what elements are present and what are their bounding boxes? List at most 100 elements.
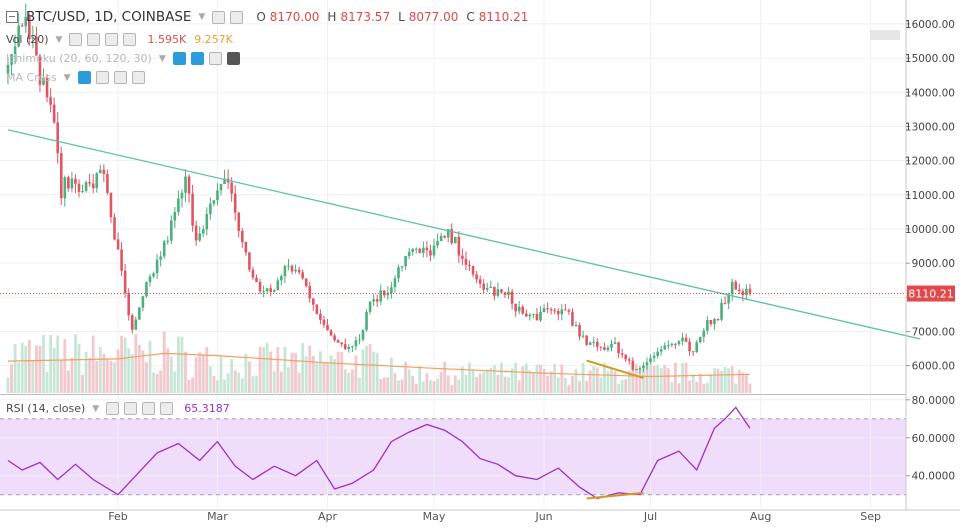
volume-bar bbox=[546, 375, 549, 393]
candle-body bbox=[471, 266, 475, 275]
settings-icon[interactable] bbox=[95, 71, 109, 84]
volume-bar bbox=[588, 370, 592, 393]
volume-bar bbox=[578, 381, 581, 393]
candle-body bbox=[67, 177, 70, 189]
source-icon[interactable] bbox=[105, 33, 119, 46]
candle-body bbox=[390, 287, 393, 293]
volume-bar bbox=[269, 351, 273, 393]
volume-bar bbox=[272, 371, 276, 393]
volume-bar bbox=[109, 360, 113, 393]
visibility-toggle-icon[interactable] bbox=[212, 10, 226, 24]
candle-body bbox=[457, 236, 461, 256]
volume-bar bbox=[59, 360, 63, 393]
candle-body bbox=[436, 240, 439, 246]
visibility-toggle-icon[interactable] bbox=[69, 33, 83, 46]
settings-icon[interactable] bbox=[230, 10, 244, 24]
source-icon[interactable] bbox=[208, 52, 222, 65]
volume-bar bbox=[226, 373, 230, 393]
volume-bar bbox=[631, 366, 635, 393]
rsi-legend: RSI (14, close) ▼ 65.3187 bbox=[6, 402, 230, 415]
candle-body bbox=[262, 291, 265, 293]
source-icon[interactable] bbox=[113, 71, 127, 84]
close-icon[interactable] bbox=[123, 33, 137, 46]
settings-icon[interactable] bbox=[190, 52, 204, 65]
close-icon[interactable] bbox=[226, 52, 240, 65]
volume-bar bbox=[748, 383, 752, 393]
volume-bar bbox=[66, 370, 70, 393]
candle-body bbox=[691, 351, 695, 353]
chevron-down-icon[interactable]: ▼ bbox=[198, 12, 206, 22]
last-price-label: 8110.21 bbox=[908, 288, 954, 301]
volume-bar bbox=[319, 351, 322, 393]
candle-body bbox=[84, 182, 88, 191]
volume-bar bbox=[375, 353, 379, 393]
volume-bar bbox=[730, 366, 734, 393]
x-tick-label: Mar bbox=[207, 510, 228, 523]
candle-body bbox=[38, 55, 42, 85]
candle-body bbox=[74, 178, 77, 184]
close-icon[interactable] bbox=[160, 402, 174, 415]
volume-bar bbox=[166, 348, 170, 393]
volume-bar bbox=[230, 359, 234, 393]
candle-body bbox=[319, 313, 322, 320]
candle-body bbox=[56, 122, 59, 154]
visibility-toggle-icon[interactable] bbox=[77, 71, 91, 84]
candle-body bbox=[351, 346, 354, 348]
price-divergence-line bbox=[586, 359, 644, 379]
candle-body bbox=[24, 17, 28, 27]
candle-body bbox=[652, 355, 656, 359]
settings-icon[interactable] bbox=[124, 402, 138, 415]
x-tick-label: May bbox=[423, 510, 446, 523]
volume-bar bbox=[365, 346, 368, 393]
candle-body bbox=[439, 235, 443, 241]
y-tick-label: 6000.00 bbox=[912, 361, 955, 373]
close-icon[interactable] bbox=[131, 71, 145, 84]
candle-body bbox=[375, 299, 379, 302]
candle-body bbox=[230, 182, 233, 194]
candle-body bbox=[706, 319, 709, 331]
candle-body bbox=[123, 270, 127, 294]
y-tick-label: 16000.00 bbox=[905, 19, 955, 31]
chevron-down-icon[interactable]: ▼ bbox=[55, 34, 63, 45]
candle-body bbox=[716, 319, 720, 321]
volume-bar bbox=[457, 379, 461, 393]
chevron-down-icon[interactable]: ▼ bbox=[63, 72, 71, 83]
candle-body bbox=[134, 319, 138, 330]
volume-bar bbox=[336, 351, 340, 393]
volume-bar bbox=[159, 370, 163, 393]
volume-bar bbox=[120, 335, 123, 393]
chevron-down-icon[interactable]: ▼ bbox=[158, 53, 166, 64]
candle-body bbox=[379, 290, 383, 302]
volume-bar bbox=[390, 357, 393, 393]
y-tick-label: 15000.00 bbox=[905, 53, 955, 65]
chevron-down-icon[interactable]: ▼ bbox=[92, 403, 100, 414]
candle-body bbox=[461, 255, 464, 259]
candle-body bbox=[571, 311, 574, 326]
collapse-icon[interactable] bbox=[6, 11, 18, 23]
source-icon[interactable] bbox=[142, 402, 156, 415]
visibility-toggle-icon[interactable] bbox=[172, 52, 186, 65]
y-tick-label: 11000.00 bbox=[905, 190, 955, 202]
volume-bar bbox=[84, 351, 88, 393]
visibility-toggle-icon[interactable] bbox=[106, 402, 120, 415]
settings-icon[interactable] bbox=[87, 33, 101, 46]
candle-body bbox=[581, 335, 585, 337]
candle-body bbox=[425, 247, 429, 251]
volume-bar bbox=[233, 370, 237, 393]
candle-body bbox=[326, 324, 329, 331]
volume-bar bbox=[134, 334, 138, 393]
volume-bar bbox=[379, 379, 383, 393]
candle-body bbox=[404, 255, 407, 267]
candle-body bbox=[748, 288, 752, 294]
candle-body bbox=[720, 302, 723, 320]
candle-body bbox=[35, 37, 38, 56]
volume-bar bbox=[45, 371, 49, 393]
candle-body bbox=[564, 309, 567, 311]
volume-bar bbox=[382, 377, 386, 393]
volume-bar bbox=[301, 343, 305, 393]
candle-body bbox=[77, 183, 81, 193]
volume-bar bbox=[397, 380, 400, 393]
candle-body bbox=[99, 169, 102, 174]
